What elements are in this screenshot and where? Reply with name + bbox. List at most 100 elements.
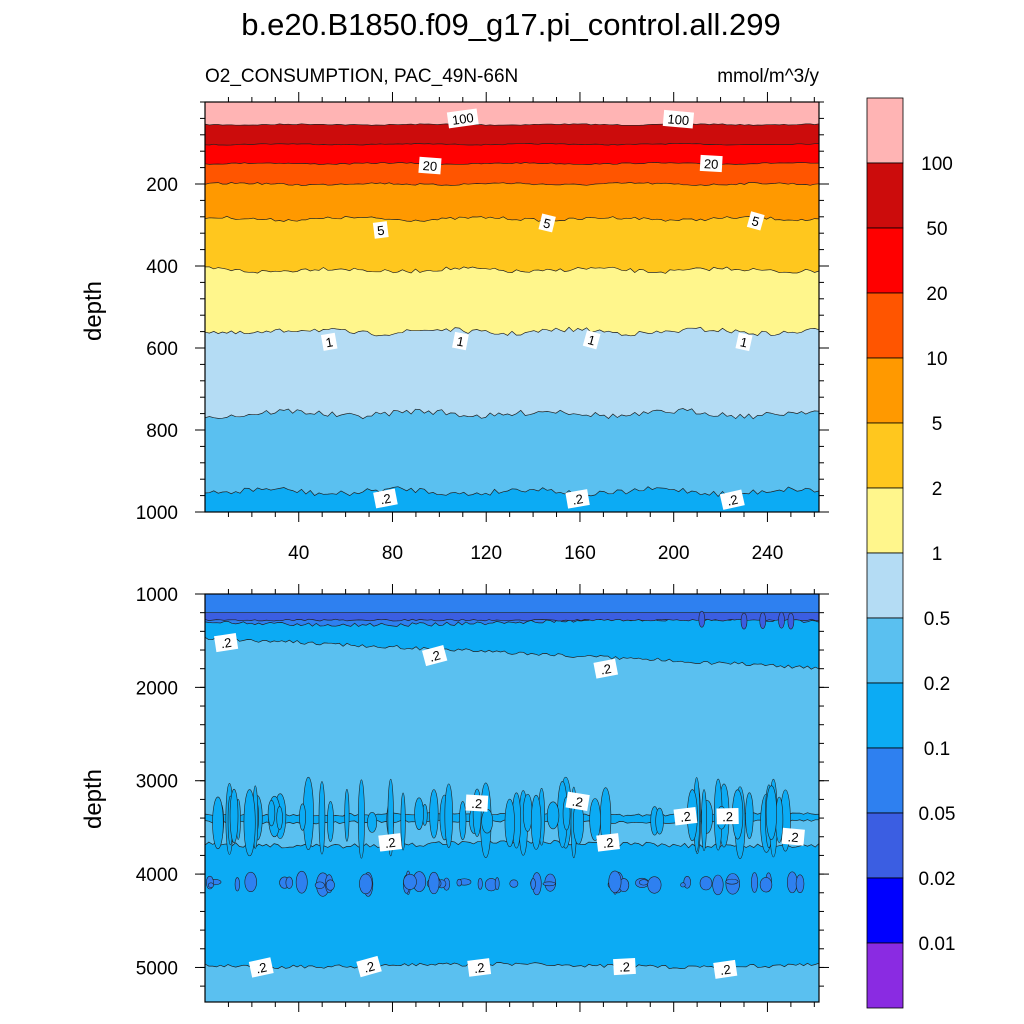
lower-spindle-0.1 — [481, 808, 494, 834]
upper-contour-label-text: .2 — [571, 491, 584, 508]
lower-spindle-0.05 — [699, 876, 713, 891]
lower-spindle-0.05 — [403, 873, 417, 890]
lower-contour-label-box — [356, 955, 382, 978]
lower-spindle-0.05 — [314, 881, 325, 889]
upper-contour-label: 5 — [538, 213, 556, 233]
lower-contour-label: .2 — [716, 807, 739, 825]
upper-y-tick-label: 400 — [146, 257, 178, 278]
upper-contour-line-10 — [205, 182, 819, 186]
upper-x-tick-label: 40 — [288, 543, 309, 564]
colorbar-label: 5 — [932, 414, 943, 435]
colorbar-label: 20 — [926, 284, 947, 305]
lower-spindle-0.1 — [765, 785, 777, 840]
colorbar: 100 50 20 10 5 2 1 0.5 0.2 0.1 0.05 0.02 0.01 — [866, 97, 955, 1009]
upper-contour-label-box — [565, 489, 590, 509]
lower-spindle-0.1 — [459, 801, 467, 841]
colorbar-swatch — [866, 747, 904, 814]
lower-contour-label-text: .2 — [602, 835, 615, 851]
lower-spindle-0.1 — [327, 801, 334, 842]
lower-contour-label-text: .2 — [571, 793, 584, 810]
upper-contour-label-box — [735, 332, 753, 352]
upper-contour-label: .2 — [373, 488, 398, 509]
lower-spindle-0.05 — [244, 871, 257, 893]
lower-fill — [205, 594, 819, 1002]
upper-contour-label-text: 5 — [376, 223, 385, 239]
lower-contour-label: .2 — [596, 833, 620, 852]
colorbar-swatch — [866, 357, 904, 424]
left-subtitle: O2_CONSUMPTION, PAC_49N-66N — [205, 66, 518, 87]
lower-contour-label-text: .2 — [220, 635, 233, 651]
lower-contour-label: .2 — [593, 658, 619, 679]
colorbar-swatch — [866, 812, 904, 879]
colorbar-label: 100 — [921, 154, 953, 175]
colorbar-label: 2 — [932, 479, 943, 500]
lower-contour-label-box — [214, 632, 239, 653]
lower-spindle-0.1 — [367, 812, 378, 833]
lower-spindle-0.1 — [414, 797, 424, 830]
lower-spindle-0.05 — [712, 874, 724, 896]
upper-contour-label-text: 20 — [704, 156, 719, 172]
lower-spindle-0.05 — [509, 879, 519, 888]
lower-spindle-0.05 — [638, 879, 649, 886]
lower-y-tick-label: 4000 — [136, 865, 178, 886]
upper-contour-label-text: 1 — [324, 334, 334, 350]
lower-contour-label: .2 — [713, 959, 738, 979]
lower-spindle-0.1 — [546, 801, 560, 830]
lower-contour-label: .2 — [378, 833, 402, 852]
lower-contour-label-text: .2 — [719, 962, 732, 978]
lower-contour-label-box — [596, 833, 620, 852]
upper-contour-label-box — [538, 213, 556, 233]
lower-spindle-0.05 — [295, 870, 308, 894]
right-subtitle: mmol/m^3/y — [717, 66, 819, 87]
lower-spindle-0.05 — [359, 873, 373, 895]
lower-spindle-0.05 — [759, 877, 773, 893]
upper-y-tick-label: 600 — [146, 339, 178, 360]
upper-contour-label-box — [719, 489, 745, 510]
lower-spindle-0.05 — [751, 872, 758, 893]
lower-contour-label-box — [716, 807, 739, 825]
lower-spindle-0.1 — [530, 794, 542, 850]
lower-spindle-0.05 — [608, 870, 622, 893]
lower-spindle-0.05 — [285, 876, 293, 889]
upper-contour-label-box — [418, 156, 442, 175]
colorbar-swatch — [866, 422, 904, 489]
colorbar-label: 0.5 — [924, 609, 950, 630]
upper-contour-label: 5 — [372, 221, 389, 239]
lower-contour-label-box — [613, 957, 636, 976]
upper-contour-label: .2 — [565, 489, 590, 509]
lower-spindle-0.05 — [234, 877, 240, 892]
lower-contour-label: .2 — [421, 645, 448, 667]
upper-contour-label-box — [373, 488, 398, 509]
lower-contour-label-text: .2 — [619, 959, 631, 975]
upper-contour-line-1 — [205, 326, 819, 337]
lower-spindle-0.1 — [267, 800, 276, 827]
lower-spindle-0.1 — [504, 798, 515, 848]
colorbar-label: 0.2 — [924, 674, 950, 695]
lower-spindle-0.1 — [655, 807, 664, 835]
lower-contour-label-text: .2 — [722, 809, 733, 824]
colorbar-label: 0.1 — [924, 739, 950, 760]
upper-contour-label-text: 100 — [451, 110, 475, 128]
chart-title: b.e20.B1850.f09_g17.pi_control.all.299 — [241, 7, 781, 42]
lower-contour-label-box — [378, 833, 402, 852]
upper-contour-label: 100 — [446, 108, 479, 129]
lower-contour-label: .2 — [673, 806, 698, 826]
lower-contour-label-text: .2 — [254, 959, 268, 976]
upper-contour-label-box — [446, 108, 479, 129]
lower-spindle-0.05 — [680, 882, 686, 888]
lower-spot-0.02 — [787, 612, 795, 630]
upper-contour-label-text: 100 — [667, 111, 690, 128]
lower-spindle-0.05 — [325, 879, 335, 891]
lower-spindle-0.1 — [344, 789, 350, 842]
lower-spot-0.02 — [698, 610, 706, 628]
lower-spindle-0.1 — [400, 792, 406, 851]
upper-contour-label-text: 1 — [455, 333, 465, 349]
lower-spindle-0.1 — [357, 779, 365, 859]
colorbar-swatch — [866, 162, 904, 229]
lower-y-tick-label: 2000 — [136, 678, 178, 699]
lower-contour-label-text: .2 — [473, 960, 486, 976]
upper-contour-label: 1 — [735, 332, 753, 352]
lower-spindle-0.05 — [786, 871, 798, 894]
upper-contour-label: 1 — [582, 330, 601, 350]
